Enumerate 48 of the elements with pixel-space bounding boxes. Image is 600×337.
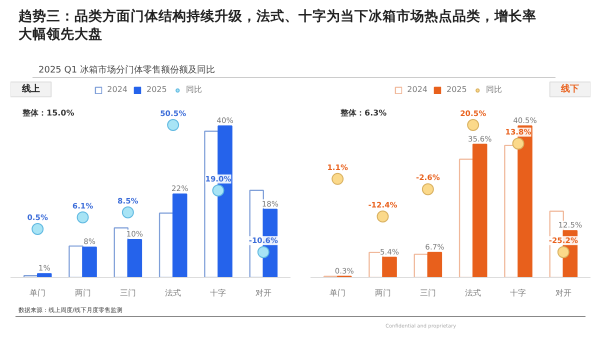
x-tick-label: 十字	[510, 288, 526, 298]
x-tick-label: 对开	[255, 288, 272, 298]
bar	[504, 144, 519, 278]
bar	[472, 144, 488, 278]
bar	[158, 212, 174, 278]
chart-title: 趋势三：品类方面门体结构持续升级，法式、十字为当下冰箱市场热点品类，增长率大幅领先大盘	[18, 8, 536, 42]
bar	[382, 256, 397, 278]
x-tick-label: 对开	[555, 288, 572, 298]
point	[332, 172, 344, 185]
bar	[427, 252, 442, 278]
x-tick-label: 三门	[420, 288, 436, 298]
point	[32, 223, 44, 235]
point	[76, 211, 89, 224]
bar	[68, 245, 84, 278]
legend-label: 2025	[146, 84, 167, 94]
legend-label: 2025	[446, 84, 467, 94]
bar	[458, 158, 474, 278]
x-tick-label: 三门	[120, 288, 136, 298]
x-tick-label: 单门	[330, 288, 346, 298]
point	[557, 246, 570, 258]
bar	[127, 239, 142, 278]
x-tick-label: 法式	[165, 288, 182, 298]
bar	[36, 273, 52, 278]
x-tick-label: 两门	[74, 288, 91, 298]
point	[376, 210, 389, 222]
bar	[414, 254, 429, 278]
text: 整体：15.0%	[22, 108, 74, 118]
legend-label: 同比	[186, 84, 203, 95]
point	[422, 183, 434, 196]
chart-subtitle: 2025 Q1 冰箱市场分门体零售额份额及同比	[38, 64, 215, 76]
bar	[82, 246, 97, 278]
point	[167, 118, 180, 131]
point	[467, 118, 480, 131]
legend-label: 2024	[107, 84, 128, 94]
x-tick-label: 单门	[30, 288, 46, 298]
legend-label: 2024	[407, 84, 428, 94]
text: 整体：6.3%	[340, 108, 387, 118]
text: 线下	[560, 83, 580, 94]
point	[212, 184, 224, 196]
point	[512, 138, 524, 150]
point	[122, 206, 134, 218]
bar	[172, 194, 188, 278]
text: 线上	[20, 83, 40, 94]
point	[257, 246, 270, 258]
x-tick-label: 两门	[374, 288, 391, 298]
x-tick-label: 法式	[465, 288, 482, 298]
x-tick-label: 十字	[210, 288, 226, 298]
legend-label: 同比	[486, 84, 503, 95]
